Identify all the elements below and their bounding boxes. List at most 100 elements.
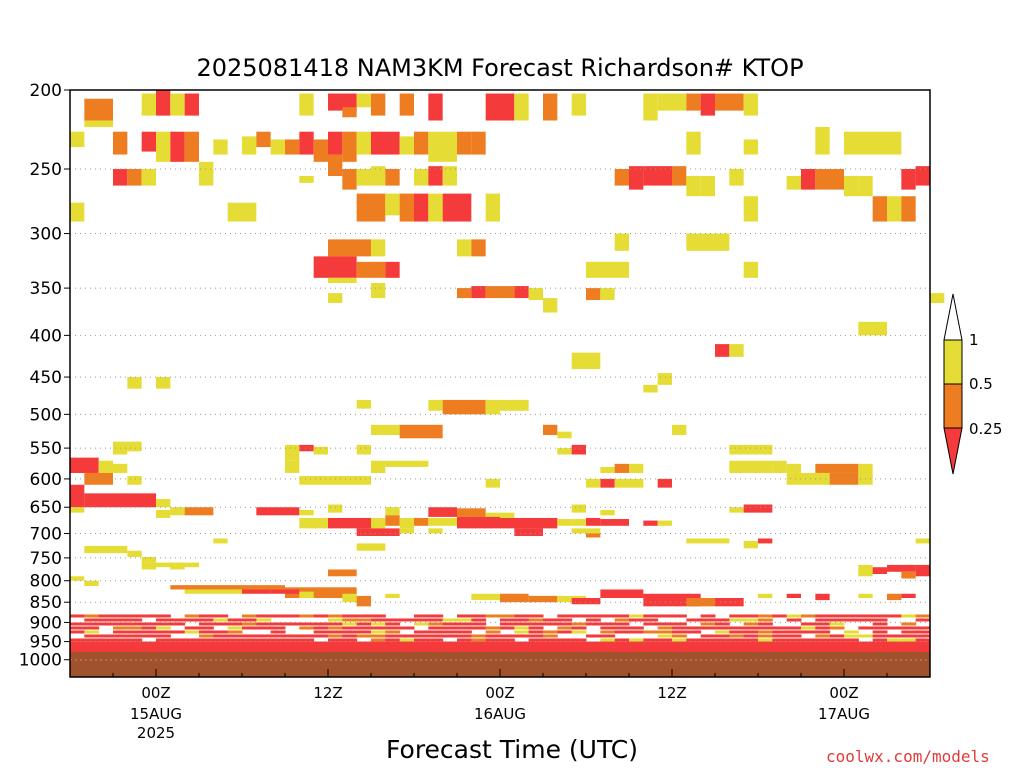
heatmap-cell xyxy=(729,344,744,357)
heatmap-cell xyxy=(829,614,845,618)
heatmap-cell xyxy=(184,93,199,116)
heatmap-cell xyxy=(786,472,830,485)
heatmap-cell xyxy=(356,168,371,186)
heatmap-cell xyxy=(385,261,400,278)
heatmap-cell xyxy=(528,622,544,626)
heatmap-cell xyxy=(815,463,859,473)
heatmap-cell xyxy=(371,626,386,630)
heatmap-cell xyxy=(657,614,673,618)
heatmap-cell xyxy=(84,638,100,642)
heatmap-cell xyxy=(256,634,272,638)
heatmap-cell xyxy=(571,626,587,630)
y-tick-label: 600 xyxy=(30,470,62,490)
heatmap-cell xyxy=(242,638,257,642)
heatmap-cell xyxy=(313,614,329,618)
heatmap-cell xyxy=(199,622,214,626)
heatmap-cell xyxy=(328,634,343,638)
heatmap-cell xyxy=(342,634,358,638)
heatmap-cell xyxy=(84,630,100,634)
heatmap-cell xyxy=(127,638,143,642)
heatmap-cell xyxy=(557,618,573,622)
heatmap-cell xyxy=(313,446,328,455)
heatmap-cell xyxy=(901,196,916,222)
heatmap-cell xyxy=(915,626,931,630)
heatmap-cell xyxy=(457,638,472,642)
heatmap-cell xyxy=(127,618,143,622)
heatmap-cell xyxy=(242,618,257,622)
heatmap-cell xyxy=(672,166,687,186)
heatmap-cell xyxy=(829,626,845,630)
heatmap-cell xyxy=(113,463,128,473)
heatmap-cell xyxy=(543,630,558,634)
heatmap-cell xyxy=(156,562,199,568)
heatmap-cell xyxy=(872,622,888,626)
heatmap-cell xyxy=(672,626,687,630)
heatmap-cell xyxy=(772,638,788,642)
colorbar-label: 0.5 xyxy=(969,375,993,393)
heatmap-cell xyxy=(700,93,715,116)
heatmap-cell xyxy=(184,638,200,642)
heatmap-cell xyxy=(643,166,672,186)
heatmap-cell xyxy=(414,131,429,155)
x-tick-label: 00Z xyxy=(141,684,170,702)
heatmap-cell xyxy=(356,543,386,551)
heatmap-cell xyxy=(629,630,644,634)
heatmap-cell xyxy=(815,593,830,601)
heatmap-cell xyxy=(385,622,401,626)
heatmap-cell xyxy=(399,634,415,638)
heatmap-cell xyxy=(844,176,859,197)
heatmap-cell xyxy=(815,626,831,630)
heatmap-cell xyxy=(543,424,558,435)
heatmap-cell xyxy=(84,472,113,485)
heatmap-cell xyxy=(356,399,371,409)
heatmap-cell xyxy=(485,614,501,618)
heatmap-cell xyxy=(70,131,85,148)
heatmap-cell xyxy=(485,93,515,121)
heatmap-cell xyxy=(643,618,659,622)
heatmap-cell xyxy=(543,93,558,121)
heatmap-cell xyxy=(586,618,601,622)
heatmap-cell xyxy=(213,638,229,642)
heatmap-cell xyxy=(285,614,300,618)
heatmap-cell xyxy=(887,564,916,572)
heatmap-cell xyxy=(772,626,788,630)
heatmap-cell xyxy=(70,202,85,222)
heatmap-cell xyxy=(141,562,156,570)
heatmap-cell xyxy=(156,638,171,642)
heatmap-cell xyxy=(442,618,458,622)
heatmap-cell xyxy=(414,618,429,622)
heatmap-cell xyxy=(600,288,615,301)
heatmap-cell xyxy=(414,193,429,222)
heatmap-cell xyxy=(199,618,214,622)
heatmap-cell xyxy=(758,444,773,455)
heatmap-cell xyxy=(328,277,357,284)
heatmap-cell xyxy=(543,638,558,642)
heatmap-cell xyxy=(113,441,142,452)
heatmap-cell xyxy=(156,618,171,622)
heatmap-cell xyxy=(199,626,214,630)
heatmap-cell xyxy=(227,626,243,630)
heatmap-cell xyxy=(70,614,85,618)
heatmap-cell xyxy=(285,622,300,626)
heatmap-cell xyxy=(571,598,601,605)
y-tick-label: 650 xyxy=(30,498,62,518)
heatmap-cell xyxy=(815,126,830,155)
heatmap-cell xyxy=(629,638,644,642)
heatmap-cell xyxy=(141,614,157,618)
heatmap-cell xyxy=(915,564,930,577)
heatmap-cell xyxy=(385,626,401,630)
heatmap-cell xyxy=(872,614,888,618)
heatmap-cell xyxy=(98,460,113,473)
heatmap-cell xyxy=(342,168,357,190)
heatmap-cell xyxy=(127,622,143,626)
heatmap-cell xyxy=(170,638,186,642)
heatmap-cell xyxy=(428,634,444,638)
heatmap-cell xyxy=(457,614,472,618)
heatmap-cell xyxy=(500,614,515,618)
heatmap-cell xyxy=(328,154,343,177)
heatmap-cell xyxy=(872,618,888,622)
heatmap-cell xyxy=(614,463,629,473)
heatmap-cell xyxy=(514,618,530,622)
heatmap-cell xyxy=(686,176,701,197)
x-tick-label: 12Z xyxy=(657,684,686,702)
